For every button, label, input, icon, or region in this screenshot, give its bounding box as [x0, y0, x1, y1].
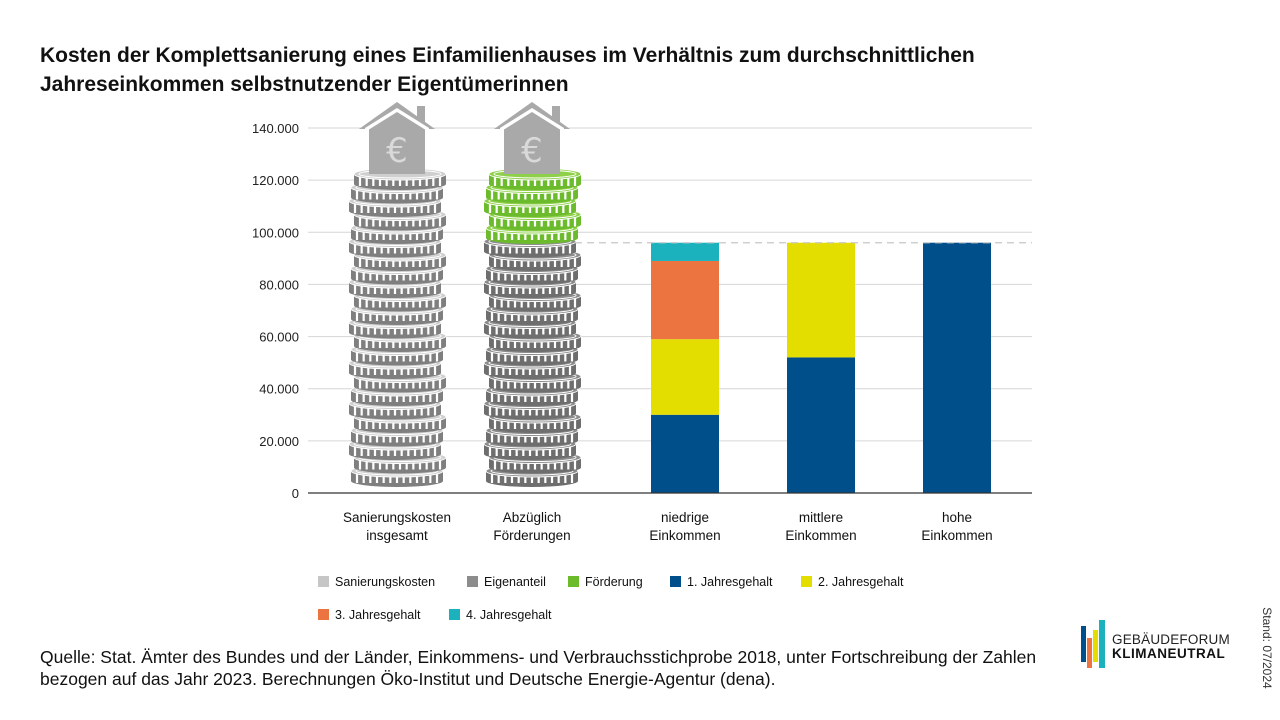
legend-label: Förderung: [585, 575, 643, 589]
logo-bars-icon: [1081, 620, 1105, 668]
legend-swatch: [568, 576, 579, 587]
svg-text:€: €: [521, 131, 543, 171]
x-tick-label: Förderungen: [493, 528, 570, 543]
y-tick-label: 80.000: [259, 277, 299, 292]
legend-swatch: [467, 576, 478, 587]
x-tick-label: Einkommen: [921, 528, 992, 543]
y-tick-label: 100.000: [252, 225, 299, 240]
source-note: Quelle: Stat. Ämter des Bundes und der L…: [40, 647, 1037, 689]
x-axis-labels: Sanierungskosten insgesamt Abzüglich Förder…: [343, 510, 993, 543]
legend-swatch: [449, 609, 460, 620]
logo: GEBÄUDEFORUM KLIMANEUTRAL: [1080, 618, 1240, 674]
bar-segment: [651, 339, 719, 415]
x-tick-label: Sanierungskosten: [343, 510, 451, 525]
legend-swatch: [318, 576, 329, 587]
bar-segment: [651, 260, 719, 340]
legend-label: Eigenanteil: [484, 575, 546, 589]
legend-label: 4. Jahresgehalt: [466, 608, 552, 622]
stand-date: Stand: 07/2024: [1260, 607, 1274, 689]
x-tick-label: niedrige: [661, 510, 709, 525]
bar-segment: [787, 242, 855, 358]
y-tick-label: 20.000: [259, 434, 299, 449]
y-tick-label: 40.000: [259, 382, 299, 397]
chart: 0 20.000 40.000 60.000 80.000 100.000 120.000 1…: [252, 102, 1032, 622]
legend: Sanierungskosten Eigenanteil Förderung 1. J…: [318, 575, 904, 622]
legend-label: 1. Jahresgehalt: [687, 575, 773, 589]
legend-swatch: [670, 576, 681, 587]
house-euro-icon: €: [494, 102, 570, 174]
legend-label: 3. Jahresgehalt: [335, 608, 421, 622]
svg-text:€: €: [386, 131, 408, 171]
house-euro-icon: €: [359, 102, 435, 174]
income-bars: [651, 242, 991, 493]
y-tick-label: 60.000: [259, 330, 299, 345]
legend-swatch: [318, 609, 329, 620]
y-tick-label: 120.000: [252, 173, 299, 188]
logo-text: GEBÄUDEFORUM KLIMANEUTRAL: [1112, 633, 1230, 661]
x-tick-label: Einkommen: [649, 528, 720, 543]
y-axis-ticks: 0 20.000 40.000 60.000 80.000 100.000 120.000 1…: [252, 121, 299, 501]
bar-segment: [651, 414, 719, 493]
bar-segment: [787, 357, 855, 493]
legend-label: Sanierungskosten: [335, 575, 435, 589]
legend-swatch: [801, 576, 812, 587]
x-tick-label: Abzüglich: [503, 510, 562, 525]
y-tick-label: 140.000: [252, 121, 299, 136]
coin-stacks: € €: [348, 102, 582, 487]
x-tick-label: mittlere: [799, 510, 843, 525]
logo-line2: KLIMANEUTRAL: [1112, 646, 1226, 661]
x-tick-label: insgesamt: [366, 528, 428, 543]
x-tick-label: hohe: [942, 510, 972, 525]
logo-line1: GEBÄUDEFORUM: [1112, 632, 1230, 647]
bar-segment: [923, 242, 991, 493]
chart-title: Kosten der Komplettsanierung eines Einfa…: [40, 44, 975, 96]
legend-label: 2. Jahresgehalt: [818, 575, 904, 589]
y-tick-label: 0: [292, 486, 299, 501]
bar-segment: [651, 242, 719, 261]
x-tick-label: Einkommen: [785, 528, 856, 543]
